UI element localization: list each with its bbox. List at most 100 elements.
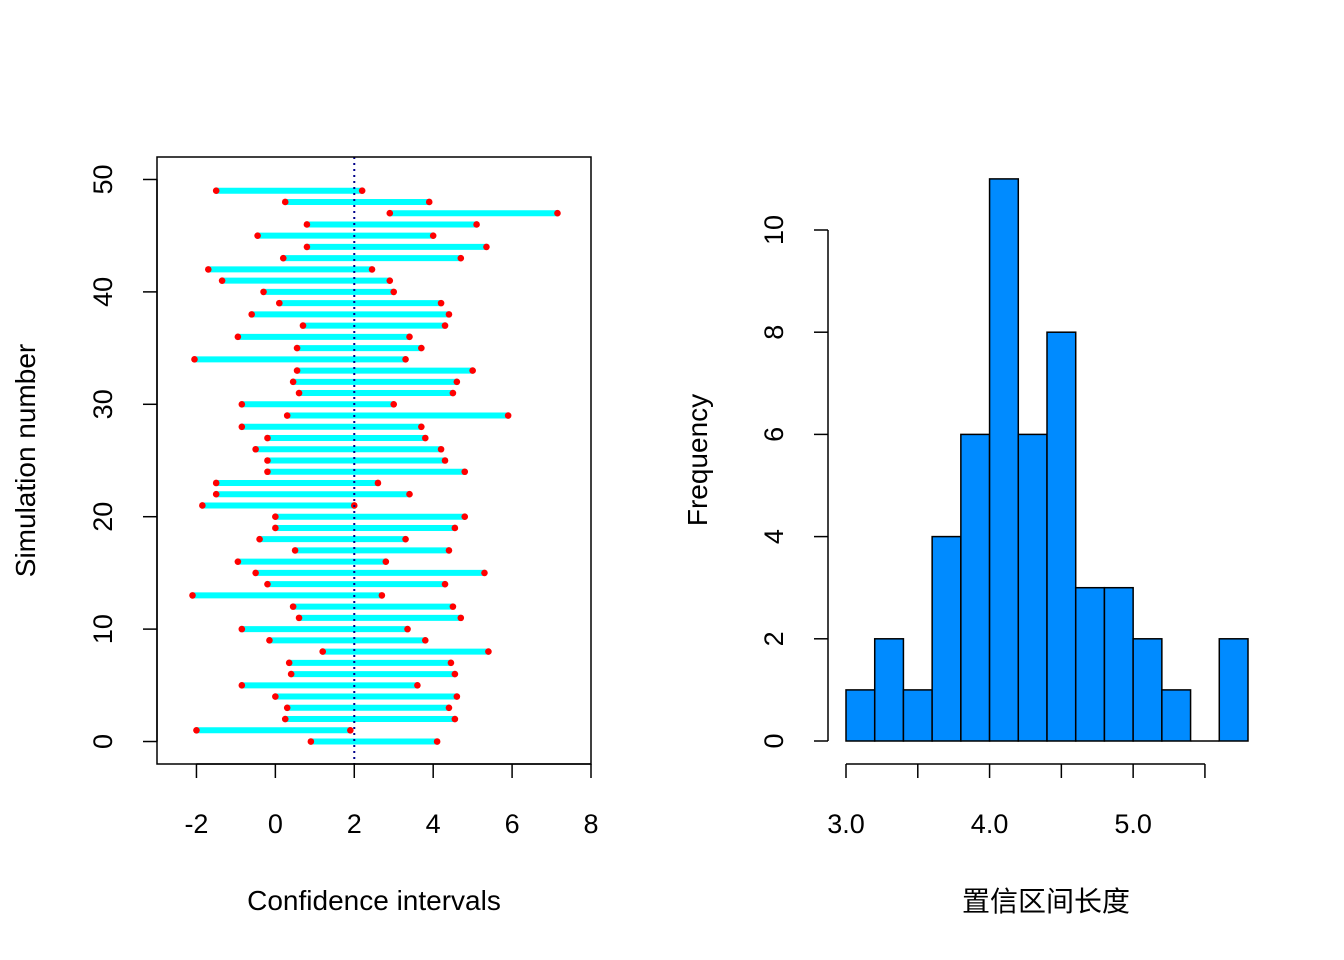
lower-endpoint <box>281 198 289 206</box>
upper-endpoint <box>347 726 354 734</box>
lower-endpoint <box>281 715 289 723</box>
histogram-plot: 3.0 4.0 5.0 0 2 4 6 8 10 置信区间长度 Frequency <box>682 178 1249 918</box>
upper-endpoint <box>451 715 459 723</box>
lower-endpoint <box>287 670 295 678</box>
y-axis: 0 10 20 30 40 50 <box>88 164 158 749</box>
histogram-bar <box>1017 433 1048 742</box>
upper-endpoint <box>437 299 445 307</box>
x-axis: -2 0 2 4 6 8 <box>184 763 599 839</box>
upper-endpoint <box>445 547 453 554</box>
upper-endpoint <box>404 625 411 633</box>
histogram-bar <box>902 689 933 742</box>
lower-endpoint <box>238 423 246 431</box>
upper-endpoint <box>433 738 441 745</box>
y-tick-label: 10 <box>759 215 789 245</box>
upper-endpoint <box>441 457 449 464</box>
upper-endpoint <box>378 592 386 599</box>
upper-endpoint <box>461 513 469 521</box>
y-tick-label: 10 <box>88 614 118 644</box>
upper-endpoint <box>368 266 376 273</box>
upper-endpoint <box>554 209 561 217</box>
upper-endpoint <box>449 603 457 610</box>
lower-endpoint <box>199 502 206 509</box>
upper-endpoint <box>445 311 453 318</box>
histogram-bar <box>1046 331 1077 742</box>
lower-endpoint <box>291 547 299 554</box>
lower-endpoint <box>193 726 200 734</box>
x-axis: 3.0 4.0 5.0 <box>827 763 1206 839</box>
y-tick-label: 4 <box>759 529 789 544</box>
y-tick-label: 40 <box>88 277 118 307</box>
lower-endpoint <box>283 704 291 712</box>
histogram-bars <box>845 178 1249 742</box>
lower-endpoint <box>218 277 226 284</box>
x-tick-label: 5.0 <box>1114 809 1152 839</box>
y-axis-title: Simulation number <box>10 344 41 577</box>
upper-endpoint <box>425 198 433 206</box>
y-axis: 0 2 4 6 8 10 <box>759 215 829 749</box>
x-tick-label: 8 <box>583 809 598 839</box>
lower-endpoint <box>254 232 261 239</box>
upper-endpoint <box>461 468 469 476</box>
y-tick-label: 2 <box>759 631 789 646</box>
lower-endpoint <box>289 378 297 386</box>
confidence-interval-plot: -2 0 2 4 6 8 0 10 20 30 40 50 Confidence intervals… <box>10 156 599 916</box>
upper-endpoint <box>374 479 382 487</box>
lower-endpoint <box>285 659 293 667</box>
lower-endpoint <box>264 468 271 476</box>
y-tick-label: 20 <box>88 502 118 532</box>
y-tick-label: 30 <box>88 389 118 419</box>
y-tick-label: 6 <box>759 427 789 442</box>
lower-endpoint <box>386 209 394 217</box>
lower-endpoint <box>248 311 255 318</box>
lower-endpoint <box>289 603 297 610</box>
upper-endpoint <box>406 333 413 341</box>
x-tick-label: 0 <box>268 809 283 839</box>
lower-endpoint <box>272 693 279 700</box>
histogram-bar <box>1161 689 1192 742</box>
lower-endpoint <box>266 637 273 644</box>
lower-endpoint <box>260 288 267 296</box>
y-tick-label: 0 <box>88 734 118 749</box>
lower-endpoint <box>212 479 220 487</box>
upper-endpoint <box>418 344 425 352</box>
upper-endpoint <box>457 614 465 622</box>
lower-endpoint <box>234 558 242 565</box>
upper-endpoint <box>457 254 465 262</box>
upper-endpoint <box>469 367 476 374</box>
x-tick-label: -2 <box>184 809 208 839</box>
histogram-bar <box>1218 638 1249 742</box>
lower-endpoint <box>299 322 307 329</box>
upper-endpoint <box>447 659 455 667</box>
upper-endpoint <box>382 558 390 565</box>
lower-endpoint <box>252 445 259 453</box>
lower-endpoint <box>272 513 279 521</box>
lower-endpoint <box>293 344 301 352</box>
lower-endpoint <box>256 535 263 543</box>
upper-endpoint <box>449 389 457 397</box>
upper-endpoint <box>453 378 461 386</box>
histogram-bar <box>960 433 991 742</box>
upper-endpoint <box>485 648 492 655</box>
x-axis-title: 置信区间长度 <box>962 885 1130 918</box>
lower-endpoint <box>212 187 220 195</box>
upper-endpoint <box>481 569 488 577</box>
upper-endpoint <box>421 434 429 442</box>
lower-endpoint <box>293 367 301 374</box>
lower-endpoint <box>303 243 311 251</box>
lower-endpoint <box>238 625 246 633</box>
x-tick-label: 4.0 <box>971 809 1009 839</box>
lower-endpoint <box>307 738 315 745</box>
lower-endpoint <box>204 266 212 273</box>
y-tick-label: 8 <box>759 325 789 340</box>
histogram-bar <box>988 178 1020 742</box>
lower-endpoint <box>276 299 283 307</box>
upper-endpoint <box>421 637 429 644</box>
lower-endpoint <box>272 524 279 532</box>
upper-endpoint <box>390 288 398 296</box>
y-axis-title: Frequency <box>682 394 713 526</box>
lower-endpoint <box>295 389 303 397</box>
x-tick-label: 3.0 <box>827 809 865 839</box>
x-tick-label: 4 <box>426 809 441 839</box>
upper-endpoint <box>402 535 409 543</box>
